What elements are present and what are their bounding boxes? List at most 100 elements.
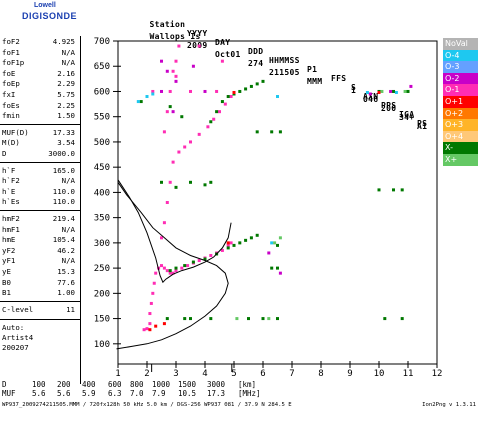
echo-ominus1-point (174, 59, 178, 63)
param-name: fxI (2, 90, 16, 99)
param-name: h`F (2, 165, 16, 175)
echo-xminus-point (276, 266, 279, 270)
param-name: M(D) (2, 138, 20, 148)
param-name: MUF(D) (2, 127, 29, 137)
echo-ominus4-point (136, 100, 140, 104)
muf-frequency: 17.3 (207, 389, 226, 398)
param-row-fof1p: foF1p N/A (2, 58, 77, 68)
echo-ominus1-point (174, 74, 178, 78)
echo-xminus-point (226, 246, 230, 250)
param-separator (0, 210, 80, 211)
echo-ominus1-point (145, 327, 149, 331)
param-value: 2.29 (57, 79, 75, 89)
header-label-station: Station (149, 20, 186, 29)
y-tick-label: 700 (94, 37, 110, 47)
y-tick-label: 300 (94, 239, 110, 249)
echo-xminus-point (220, 100, 224, 104)
muf-frequency: 6.3 (108, 389, 122, 398)
x-tick-label: 5 (231, 369, 236, 379)
echo-ominus1-point (186, 264, 190, 268)
param-value: 3000.0 (48, 149, 75, 158)
echo-ominus1-point (223, 102, 227, 106)
x-tick-label: 6 (260, 369, 265, 379)
echo-ominus1-point (152, 281, 156, 285)
echo-ominus1-point (165, 201, 169, 204)
echo-xminus-point (238, 89, 242, 93)
header-value-iga: 34+ (399, 113, 415, 122)
muf-distance: 600 (108, 380, 122, 389)
param-row-yf1: yF1 N/A (2, 256, 77, 266)
param-value: 165.0 (52, 165, 75, 175)
x-tick-label: 3 (173, 369, 178, 379)
echo-xplus-point (235, 317, 239, 321)
echo-ominus2-point (191, 64, 195, 68)
auto-scaling-info: 200207 (2, 343, 29, 353)
y-tick-label: 250 (94, 264, 110, 274)
param-separator (0, 161, 80, 163)
echo-ominus1-point (160, 236, 163, 240)
muf-distance: 3000 (207, 380, 226, 389)
echo-ominus4-point (151, 92, 155, 96)
echo-xminus-point (249, 236, 253, 240)
echo-ominus1-point (162, 221, 166, 225)
muf-distance: [km] (238, 380, 257, 389)
echo-oplus1-point (232, 90, 236, 94)
auto-scaling-info: Artist4 (2, 333, 34, 343)
param-row-foep: foEp 2.29 (2, 79, 77, 89)
echo-ominus1-point (177, 44, 181, 48)
echo-xminus-point (276, 243, 279, 247)
y-tick-label: 450 (94, 163, 110, 173)
muf-distance: 100 (32, 380, 46, 389)
header-block: Station YYYY DAY DDD HHMMSS P1 FFS S AXN… (0, 11, 480, 131)
x-tick-label: 7 (289, 369, 294, 379)
echo-ominus1-point (142, 328, 146, 332)
param-name: fmin (2, 111, 20, 121)
echo-ominus1-point (162, 130, 166, 134)
echo-xminus-point (174, 185, 178, 189)
echo-xminus-point (191, 260, 195, 264)
echo-xminus-point (270, 130, 274, 134)
legend-ominus4: O-4 (443, 49, 478, 62)
param-value: 3.54 (57, 138, 75, 148)
logo-line2: DIGISONDE (22, 11, 78, 21)
muf-frequency: 5.9 (82, 389, 96, 398)
param-value: 105.4 (52, 235, 75, 245)
header-label-day: DAY (215, 38, 231, 47)
param-separator (0, 319, 80, 321)
echo-ominus1-point (151, 89, 155, 93)
param-row-h-f: h`F 165.0 (2, 166, 77, 176)
echo-xminus-point (168, 105, 172, 109)
x-tick-label: 10 (374, 369, 385, 379)
muf-distance: 1500 (178, 380, 197, 389)
echo-xminus-point (255, 130, 259, 134)
legend-oplus3: O+3 (443, 119, 478, 132)
param-row-fmin: fmin 1.50 (2, 111, 77, 121)
legend-oplus2: O+2 (443, 107, 478, 120)
echo-xminus-point (209, 317, 213, 321)
echo-ominus1-point (165, 110, 169, 114)
param-name: foF1 (2, 47, 20, 57)
param-row-c-level: C-level 11 (2, 305, 77, 315)
footer-info: WP937_2009274211505.MMM / 720fx128h 50 k… (0, 402, 480, 411)
header-value-ddd: 274 (248, 59, 264, 68)
echo-xminus-point (180, 115, 184, 119)
param-name: B1 (2, 288, 11, 298)
muf-label: MUF (2, 389, 16, 398)
param-name: D (2, 149, 7, 158)
param-value: 46.2 (57, 245, 75, 255)
echo-ominus1-point (226, 243, 230, 247)
legend-xminus: X- (443, 142, 478, 155)
header-label-ffs: FFS (331, 74, 347, 83)
echo-ominus1-point (229, 241, 233, 245)
param-row-d: D 3000.0 (2, 149, 77, 159)
echo-ominus1-point (189, 140, 192, 144)
y-tick-label: 100 (94, 340, 110, 350)
echo-xminus-point (406, 89, 410, 93)
echo-ominus1-point (168, 271, 172, 275)
echo-ominus4-point (145, 95, 149, 99)
echo-xminus-point (189, 180, 192, 184)
echo-ominus2-point (165, 69, 169, 73)
echo-xminus-point (209, 180, 213, 184)
param-row-b0: B0 77.6 (2, 278, 77, 288)
header-label-iga: IGA (399, 110, 415, 119)
